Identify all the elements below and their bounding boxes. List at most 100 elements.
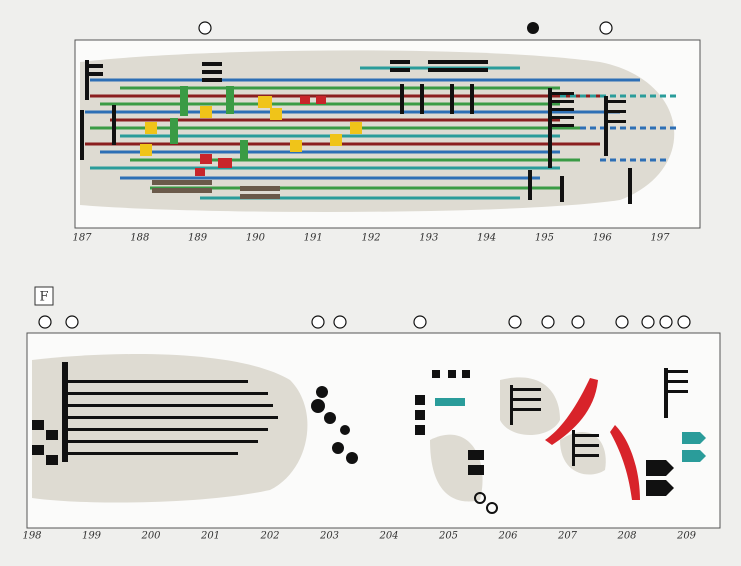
- score-glyph: [346, 452, 358, 464]
- score-glyph: [324, 412, 336, 424]
- measure-number: 193: [419, 233, 438, 244]
- score-glyph: [552, 92, 574, 95]
- score-glyph: [668, 390, 688, 393]
- score-glyph: [462, 370, 470, 378]
- measure-number: 202: [259, 531, 279, 542]
- score-glyph: [470, 84, 474, 114]
- score-glyph: [240, 186, 280, 191]
- score-glyph: [448, 370, 456, 378]
- score-glyph: [604, 96, 608, 156]
- score-glyph: [68, 452, 238, 455]
- measure-number: 201: [200, 531, 220, 542]
- measure-number: 189: [188, 233, 208, 244]
- score-glyph: [240, 140, 248, 160]
- score-glyph: [552, 108, 574, 111]
- score-glyph: [311, 399, 325, 413]
- score-glyph: [552, 100, 574, 103]
- measure-number: 196: [593, 233, 613, 244]
- score-glyph: [334, 316, 346, 328]
- score-glyph: [316, 96, 326, 104]
- measure-number: 200: [140, 531, 161, 542]
- score-glyph: [414, 316, 426, 328]
- score-glyph: [468, 450, 484, 460]
- score-glyph: [32, 445, 44, 455]
- measure-number: 188: [130, 233, 149, 244]
- measure-number: 209: [676, 531, 697, 542]
- section-label: F: [39, 290, 48, 305]
- score-glyph: [513, 388, 541, 391]
- measure-number: 195: [535, 233, 554, 244]
- measure-number: 203: [319, 531, 339, 542]
- score-glyph: [300, 96, 310, 104]
- bottom-panel: F: [27, 287, 720, 528]
- score-glyph: [468, 465, 484, 475]
- score-glyph: [390, 68, 410, 72]
- score-glyph: [552, 124, 574, 127]
- measure-number: 190: [246, 233, 266, 244]
- score-glyph: [575, 454, 599, 457]
- score-glyph: [66, 316, 78, 328]
- measure-number: 192: [361, 233, 380, 244]
- score-glyph: [432, 370, 440, 378]
- score-glyph: [316, 386, 328, 398]
- score-glyph: [428, 68, 488, 72]
- score-glyph: [415, 395, 425, 405]
- measure-number: 194: [477, 233, 496, 244]
- score-photo: F 18718818919019119219319419519619719819…: [0, 0, 741, 566]
- score-glyph: [575, 434, 599, 437]
- score-glyph: [89, 72, 103, 76]
- score-glyph: [420, 84, 424, 114]
- score-glyph: [226, 86, 234, 114]
- measure-number: 208: [616, 531, 636, 542]
- score-glyph: [32, 420, 44, 430]
- score-glyph: [560, 176, 564, 202]
- score-glyph: [199, 22, 612, 34]
- score-glyph: [678, 316, 690, 328]
- score-glyph: [435, 398, 465, 406]
- score-glyph: [202, 62, 222, 66]
- score-glyph: [80, 110, 84, 160]
- score-glyph: [180, 86, 188, 116]
- score-glyph: [510, 385, 513, 425]
- measure-number: 204: [378, 531, 398, 542]
- score-glyph: [642, 316, 654, 328]
- score-glyph: [200, 154, 212, 164]
- score-glyph: [528, 170, 532, 200]
- score-glyph: [572, 316, 584, 328]
- score-glyph: [68, 392, 268, 395]
- measure-number: 198: [22, 531, 41, 542]
- score-glyph: [202, 70, 222, 74]
- score-glyph: [450, 84, 454, 114]
- score-glyph: [202, 78, 222, 82]
- score-glyph: [616, 316, 628, 328]
- score-glyph: [46, 455, 58, 465]
- score-glyph: [68, 428, 268, 431]
- score-glyph: [415, 425, 425, 435]
- score-glyph: [608, 110, 626, 113]
- score-glyph: [608, 120, 626, 123]
- measure-number: 191: [304, 233, 323, 244]
- score-glyph: [68, 404, 273, 407]
- score-glyph: [548, 88, 552, 168]
- top-panel: [75, 22, 700, 228]
- score-glyph: [145, 122, 157, 134]
- score-glyph: [218, 158, 232, 168]
- score-glyph: [415, 410, 425, 420]
- score-glyph: [509, 316, 521, 328]
- score-glyph: [39, 316, 690, 328]
- score-glyph: [270, 108, 282, 120]
- score-glyph: [428, 60, 488, 64]
- score-glyph: [527, 22, 539, 34]
- score-glyph: [112, 105, 116, 145]
- measure-number: 206: [497, 531, 518, 542]
- score-glyph: [600, 22, 612, 34]
- score-glyph: [240, 194, 280, 199]
- measure-number: 199: [82, 531, 102, 542]
- score-glyph: [390, 60, 410, 64]
- score-glyph: [660, 316, 672, 328]
- score-glyph: [68, 416, 278, 419]
- score-glyph: [552, 116, 574, 119]
- score-glyph: [89, 64, 103, 68]
- score-glyph: [195, 168, 205, 176]
- measure-number: 187: [72, 233, 92, 244]
